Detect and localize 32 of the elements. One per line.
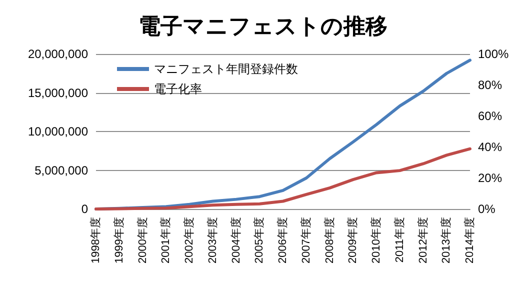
x-tick-label: 2002年度 [182, 217, 196, 264]
x-tick-label: 2005年度 [252, 217, 266, 264]
x-tick-label: 2004年度 [229, 217, 242, 264]
x-tick-label: 2008年度 [322, 217, 336, 264]
legend-label: マニフェスト年間登録件数 [154, 62, 298, 76]
x-tick-label: 2000年度 [136, 217, 149, 264]
y-tick-label: 0 [81, 202, 88, 216]
y2-tick-label: 40% [478, 140, 502, 154]
x-tick-label: 2009年度 [346, 217, 360, 264]
x-tick-label: 2012年度 [416, 217, 430, 264]
x-tick-label: 2006年度 [276, 217, 289, 264]
y2-tick-label: 80% [478, 78, 502, 92]
x-tick-label: 2013年度 [440, 217, 453, 264]
x-tick-label: 2007年度 [299, 217, 312, 264]
line-series [94, 147, 472, 210]
x-tick-label: 2003年度 [206, 217, 219, 264]
x-tick-label: 2001年度 [159, 217, 172, 264]
x-tick-label: 1998年度 [89, 217, 102, 264]
y-tick-label: 5,000,000 [34, 163, 88, 178]
chart-title: 電子マニフェストの推移 [138, 14, 388, 38]
x-tick-label: 2010年度 [370, 217, 382, 264]
y2-tick-label: 20% [478, 171, 502, 185]
y-tick-label: 15,000,000 [28, 86, 88, 100]
y2-tick-label: 60% [478, 109, 502, 123]
x-tick-label: 2011年度 [392, 217, 406, 263]
legend-label: 電子化率 [154, 82, 202, 96]
y-tick-label: 10,000,000 [28, 124, 88, 138]
y2-tick-label: 0% [478, 202, 496, 216]
y2-tick-label: 100% [478, 47, 510, 61]
x-tick-label: 2014年度 [463, 217, 476, 264]
y-tick-label: 20,000,000 [28, 47, 88, 61]
x-tick-label: 1999年度 [112, 217, 126, 264]
